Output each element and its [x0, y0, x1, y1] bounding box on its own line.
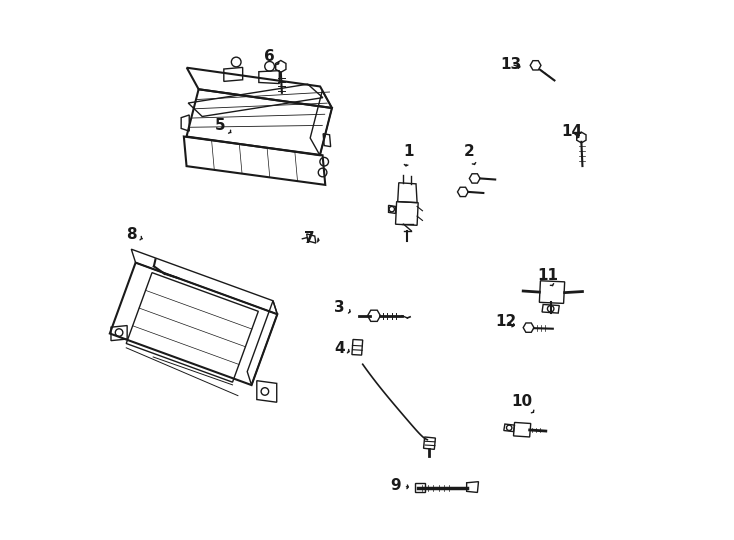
Text: 10: 10: [512, 394, 534, 413]
Text: 3: 3: [334, 300, 350, 315]
Text: 13: 13: [501, 57, 522, 72]
Text: 6: 6: [264, 49, 279, 64]
Text: 9: 9: [390, 478, 408, 493]
Text: 8: 8: [126, 227, 142, 242]
Text: 11: 11: [537, 268, 558, 286]
Text: 2: 2: [464, 144, 476, 165]
Text: 4: 4: [335, 341, 349, 356]
Text: 12: 12: [495, 314, 517, 329]
Text: 7: 7: [304, 231, 319, 246]
Text: 5: 5: [215, 118, 231, 133]
Text: 1: 1: [403, 144, 414, 166]
Text: 14: 14: [561, 124, 582, 139]
